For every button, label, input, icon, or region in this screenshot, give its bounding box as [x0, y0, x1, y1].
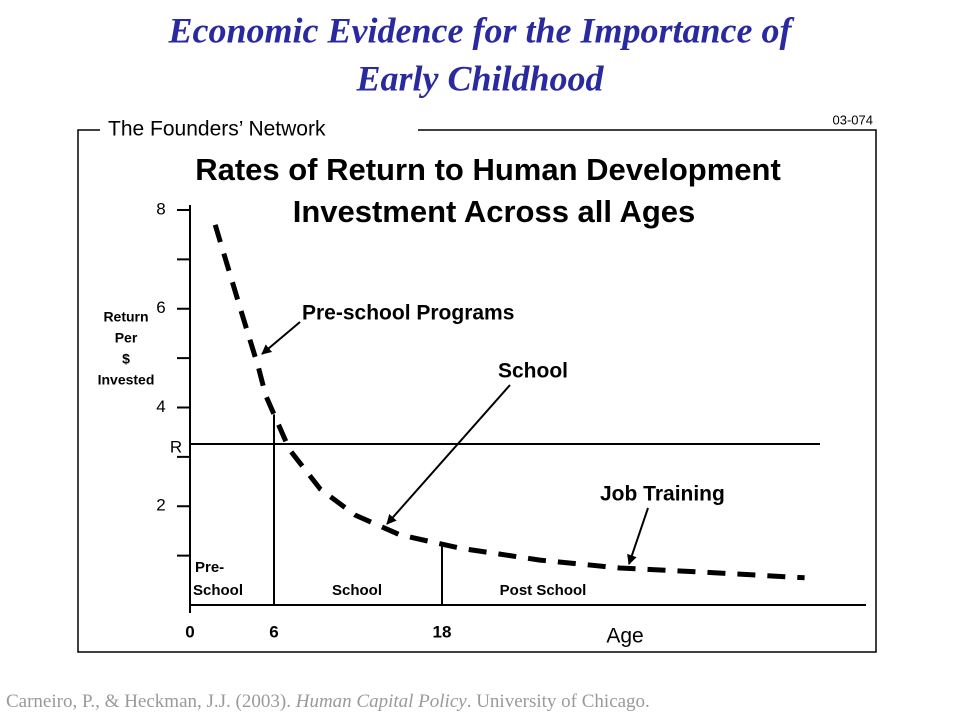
x-tick-label: 6	[269, 622, 278, 641]
x-tick-label: 18	[433, 622, 452, 641]
frame	[77, 129, 877, 653]
slide-title: Economic Evidence for the Importance of	[168, 10, 795, 50]
y-axis-label: Return	[103, 309, 148, 325]
y-tick-label: 4	[156, 397, 165, 416]
return-curve	[212, 224, 805, 581]
citation: Carneiro, P., & Heckman, J.J. (2003). Hu…	[6, 691, 650, 712]
chart-header: The Founders’ Network	[108, 118, 326, 141]
arrow	[386, 384, 511, 525]
citation-work: Human Capital Policy	[295, 691, 468, 712]
annotation: Job Training	[600, 483, 725, 506]
region-label: School	[193, 582, 243, 599]
y-tick-label: 2	[156, 496, 165, 515]
citation-publisher: . University of Chicago.	[467, 691, 650, 712]
region-label: Pre-	[195, 559, 224, 576]
y-axis-label: Invested	[98, 372, 155, 388]
reference-label: R	[170, 438, 182, 457]
chart-title: Investment Across all Ages	[293, 194, 696, 229]
arrow	[627, 507, 649, 565]
y-tick-label: 8	[156, 199, 165, 218]
arrow	[261, 321, 301, 355]
slide-title: Early Childhood	[355, 58, 604, 98]
annotation: Pre-school Programs	[302, 302, 514, 325]
y-tick-label: 6	[156, 298, 165, 317]
region-label: School	[332, 582, 382, 599]
annotation: School	[498, 360, 568, 383]
x-tick-label: 0	[185, 622, 194, 641]
y-axis-label: $	[122, 351, 130, 367]
chart-title: Rates of Return to Human Development	[195, 152, 781, 187]
x-axis-label: Age	[606, 625, 643, 648]
citation-authors: Carneiro, P., & Heckman, J.J. (2003).	[6, 691, 296, 712]
region-label: Post School	[500, 582, 587, 599]
chart-code: 03-074	[833, 112, 873, 127]
y-axis-label: Per	[115, 330, 138, 346]
